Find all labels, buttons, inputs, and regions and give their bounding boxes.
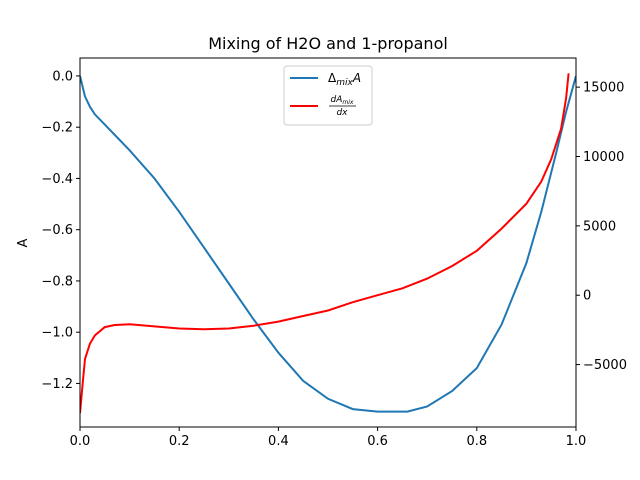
y-axis-label: A bbox=[16, 238, 31, 247]
y-tick-label: −0.6 bbox=[41, 223, 73, 238]
legend-label-series-a-base: Δ bbox=[328, 71, 337, 85]
series-line-da-dx bbox=[80, 73, 570, 414]
y-tick-label: −0.8 bbox=[41, 274, 73, 289]
y2-tick-label: 5000 bbox=[583, 219, 616, 234]
y-tick-label: −1.0 bbox=[41, 326, 73, 341]
legend-label-series-b-num-base: dA bbox=[331, 95, 343, 105]
x-tick-label: 0.4 bbox=[268, 434, 289, 449]
x-tick-label: 0.6 bbox=[367, 434, 388, 449]
y2-tick-label: 0 bbox=[583, 289, 591, 304]
y-tick-label: −0.4 bbox=[41, 172, 73, 187]
x-tick-label: 0.8 bbox=[466, 434, 487, 449]
legend-label-series-a-tail: A bbox=[352, 71, 361, 85]
y-tick-label: 0.0 bbox=[52, 69, 73, 84]
legend-label-series-a: ΔmixA bbox=[328, 71, 361, 88]
x-tick-label: 0.2 bbox=[169, 434, 190, 449]
chart-title: Mixing of H2O and 1-propanol bbox=[208, 34, 448, 53]
y2-tick-label: 15000 bbox=[583, 81, 624, 96]
y-tick-label: −1.2 bbox=[41, 377, 73, 392]
x-tick-label: 0.0 bbox=[70, 434, 91, 449]
series-line-mix-a bbox=[80, 75, 576, 413]
y-tick-label: −0.2 bbox=[41, 121, 73, 136]
legend: ΔmixA dAmix dx bbox=[283, 65, 373, 126]
y2-tick-label: −5000 bbox=[583, 358, 627, 373]
legend-box bbox=[283, 65, 373, 126]
legend-label-series-b-den: dx bbox=[336, 108, 348, 118]
y2-tick-label: 10000 bbox=[583, 150, 624, 165]
legend-label-series-b-num-sub: mix bbox=[342, 99, 354, 106]
x-tick-label: 1.0 bbox=[566, 434, 587, 449]
plot-area: 0.0 0.2 0.4 0.6 0.8 1.0 0.0 −0.2 −0.4 −0.6 −0.8 −1.… bbox=[41, 57, 627, 449]
legend-label-series-a-sub: mix bbox=[336, 78, 353, 88]
plot-frame bbox=[79, 57, 577, 428]
legend-label-series-b-num: dAmix bbox=[331, 95, 354, 106]
